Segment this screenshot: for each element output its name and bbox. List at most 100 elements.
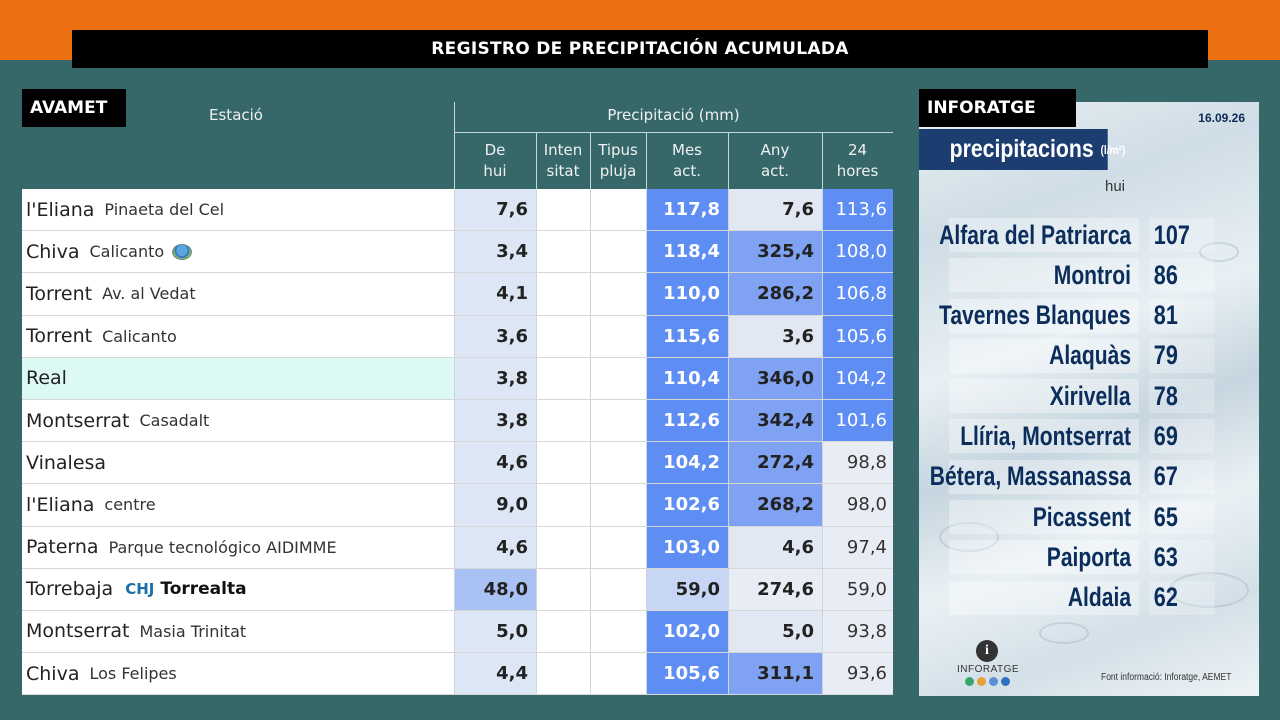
raindrop-decoration <box>1169 572 1249 608</box>
cell-divider <box>590 273 591 315</box>
town-value: 69 <box>1149 419 1215 454</box>
cell-divider <box>646 399 647 442</box>
intensitat-cell <box>536 526 590 568</box>
cell-divider <box>728 273 729 315</box>
cell-divider <box>454 399 455 442</box>
town-value: 62 <box>1149 580 1215 615</box>
cell-divider <box>822 526 823 568</box>
tipus-pluja-cell <box>590 526 646 568</box>
mes-act-value: 115,6 <box>646 315 728 357</box>
cell-divider <box>590 442 591 484</box>
town-value: 79 <box>1149 338 1215 373</box>
row-backdrop <box>949 338 1139 373</box>
any-act-value: 274,6 <box>728 568 822 610</box>
table-row: Chiva Calicanto 3,4 118,4 325,4 108,0 <box>22 231 893 274</box>
station-cell: Montserrat Casadalt <box>22 399 454 442</box>
station-subname: Parque tecnológico AIDIMME <box>108 537 337 557</box>
town-value: 81 <box>1149 298 1215 333</box>
col-header-line1: De <box>484 141 506 159</box>
col-header-de-hui: De hui <box>454 133 536 189</box>
station-subname: Calicanto <box>102 326 177 346</box>
h24-value: 105,6 <box>822 315 893 357</box>
cell-divider <box>646 610 647 653</box>
h24-value: 104,2 <box>822 357 893 399</box>
cell-divider <box>646 231 647 273</box>
logo-dot-icon <box>1000 677 1010 686</box>
any-act-value: 325,4 <box>728 231 822 273</box>
mes-act-value: 118,4 <box>646 231 728 273</box>
station-cell: l'Eliana centre <box>22 484 454 526</box>
town-value: 86 <box>1149 258 1215 293</box>
col-header-line2: act. <box>760 162 790 180</box>
de-hui-value: 5,0 <box>454 610 536 653</box>
cell-divider <box>536 357 537 399</box>
station-cell: Paterna Parque tecnológico AIDIMME <box>22 526 454 568</box>
cell-divider <box>728 526 729 568</box>
avamet-tag: AVAMET <box>22 89 126 127</box>
inforatge-row: Picassent 65 <box>919 497 1259 537</box>
intensitat-cell <box>536 273 590 315</box>
col-divider <box>590 133 591 189</box>
cell-divider <box>728 610 729 653</box>
cell-divider <box>728 231 729 273</box>
town-name: Llíria, Montserrat <box>960 420 1131 451</box>
inforatge-row: Alaquàs 79 <box>919 336 1259 376</box>
row-backdrop <box>949 419 1139 454</box>
table-row: Chiva Los Felipes 4,4 105,6 311,1 93,6 <box>22 653 893 696</box>
cell-divider <box>728 484 729 526</box>
info-icon: i <box>976 640 998 662</box>
station-subname: Av. al Vedat <box>102 284 196 304</box>
col-divider <box>822 133 823 189</box>
intensitat-cell <box>536 442 590 484</box>
town-name: Paiporta <box>1046 541 1131 572</box>
cell-divider <box>590 399 591 442</box>
cell-divider <box>646 357 647 399</box>
col-header-any-act: Any act. <box>728 133 822 189</box>
inforatge-title-text: precipitacions <box>949 135 1094 163</box>
col-divider <box>728 133 729 189</box>
tipus-pluja-cell <box>590 610 646 653</box>
intensitat-cell <box>536 189 590 231</box>
col-header-line1: Inten <box>543 141 583 159</box>
col-header-mes-act: Mes act. <box>646 133 728 189</box>
mes-act-value: 104,2 <box>646 442 728 484</box>
col-header-line2: hui <box>483 162 507 180</box>
station-name: Chiva <box>26 240 80 263</box>
cell-divider <box>454 653 455 695</box>
col-header-line2: hores <box>836 162 879 180</box>
cell-divider <box>536 399 537 442</box>
inforatge-row: Tavernes Blanques 81 <box>919 296 1259 336</box>
cell-divider <box>822 231 823 273</box>
cell-divider <box>454 610 455 653</box>
col-header-24-hores: 24 hores <box>822 133 893 189</box>
tipus-pluja-cell <box>590 357 646 399</box>
station-name: Torrebaja <box>26 578 114 601</box>
cell-divider <box>822 399 823 442</box>
cell-divider <box>822 653 823 695</box>
cell-divider <box>590 357 591 399</box>
cell-divider <box>822 189 823 231</box>
col-header-line1: Mes <box>672 141 702 159</box>
tipus-pluja-cell <box>590 231 646 273</box>
h24-value: 106,8 <box>822 273 893 315</box>
col-divider <box>646 133 647 189</box>
inforatge-logo-text: INFORATGE <box>957 664 1020 675</box>
town-name: Aldaia <box>1067 582 1131 613</box>
cell-divider <box>646 653 647 695</box>
mes-act-value: 117,8 <box>646 189 728 231</box>
cell-divider <box>454 568 455 610</box>
col-header-line1: 24 <box>847 141 868 159</box>
cell-divider <box>728 568 729 610</box>
cell-divider <box>728 357 729 399</box>
town-value: 78 <box>1149 379 1215 414</box>
cell-divider <box>728 399 729 442</box>
station-header: Estació <box>209 106 263 124</box>
any-act-value: 286,2 <box>728 273 822 315</box>
any-act-value: 5,0 <box>728 610 822 653</box>
town-name: Xirivella <box>1050 380 1131 411</box>
h24-value: 113,6 <box>822 189 893 231</box>
cell-divider <box>590 653 591 695</box>
table-row: Paterna Parque tecnológico AIDIMME 4,6 103,… <box>22 526 893 569</box>
cell-divider <box>646 526 647 568</box>
row-backdrop <box>949 580 1139 615</box>
